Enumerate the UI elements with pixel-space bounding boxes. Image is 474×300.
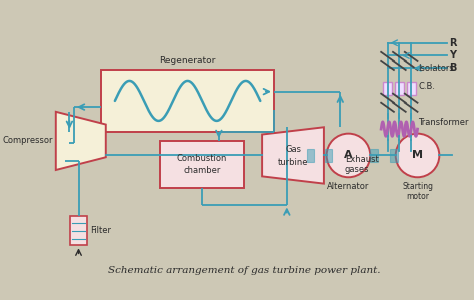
Text: Schematic arrangement of gas turbine power plant.: Schematic arrangement of gas turbine pow… xyxy=(108,266,380,275)
Text: B: B xyxy=(449,63,457,73)
Text: Compressor: Compressor xyxy=(2,136,53,146)
FancyBboxPatch shape xyxy=(370,149,377,162)
Text: chamber: chamber xyxy=(183,167,221,176)
Polygon shape xyxy=(56,112,106,170)
Circle shape xyxy=(327,134,370,177)
Text: Transformer: Transformer xyxy=(419,118,469,127)
Text: Y: Y xyxy=(449,50,456,61)
Text: turbine: turbine xyxy=(278,158,308,167)
FancyBboxPatch shape xyxy=(407,82,416,94)
FancyBboxPatch shape xyxy=(101,70,274,132)
FancyBboxPatch shape xyxy=(325,149,332,162)
FancyBboxPatch shape xyxy=(390,149,398,162)
Polygon shape xyxy=(262,127,324,184)
Text: Starting
motor: Starting motor xyxy=(402,182,433,201)
FancyBboxPatch shape xyxy=(395,82,404,94)
Circle shape xyxy=(396,134,439,177)
FancyBboxPatch shape xyxy=(383,82,392,94)
Text: C.B.: C.B. xyxy=(419,82,436,91)
Text: Combustion: Combustion xyxy=(177,154,228,163)
FancyBboxPatch shape xyxy=(70,216,87,245)
Text: Regenerator: Regenerator xyxy=(159,56,216,65)
Text: Isolators: Isolators xyxy=(419,64,454,73)
Text: Alternator: Alternator xyxy=(327,182,370,191)
Text: R: R xyxy=(449,38,457,48)
Text: Gas: Gas xyxy=(285,146,301,154)
FancyBboxPatch shape xyxy=(307,149,314,162)
FancyBboxPatch shape xyxy=(160,141,244,188)
Text: Exhaust
gases: Exhaust gases xyxy=(345,154,379,174)
Text: M: M xyxy=(412,151,423,160)
Text: A: A xyxy=(344,151,353,160)
Text: Filter: Filter xyxy=(91,226,111,236)
